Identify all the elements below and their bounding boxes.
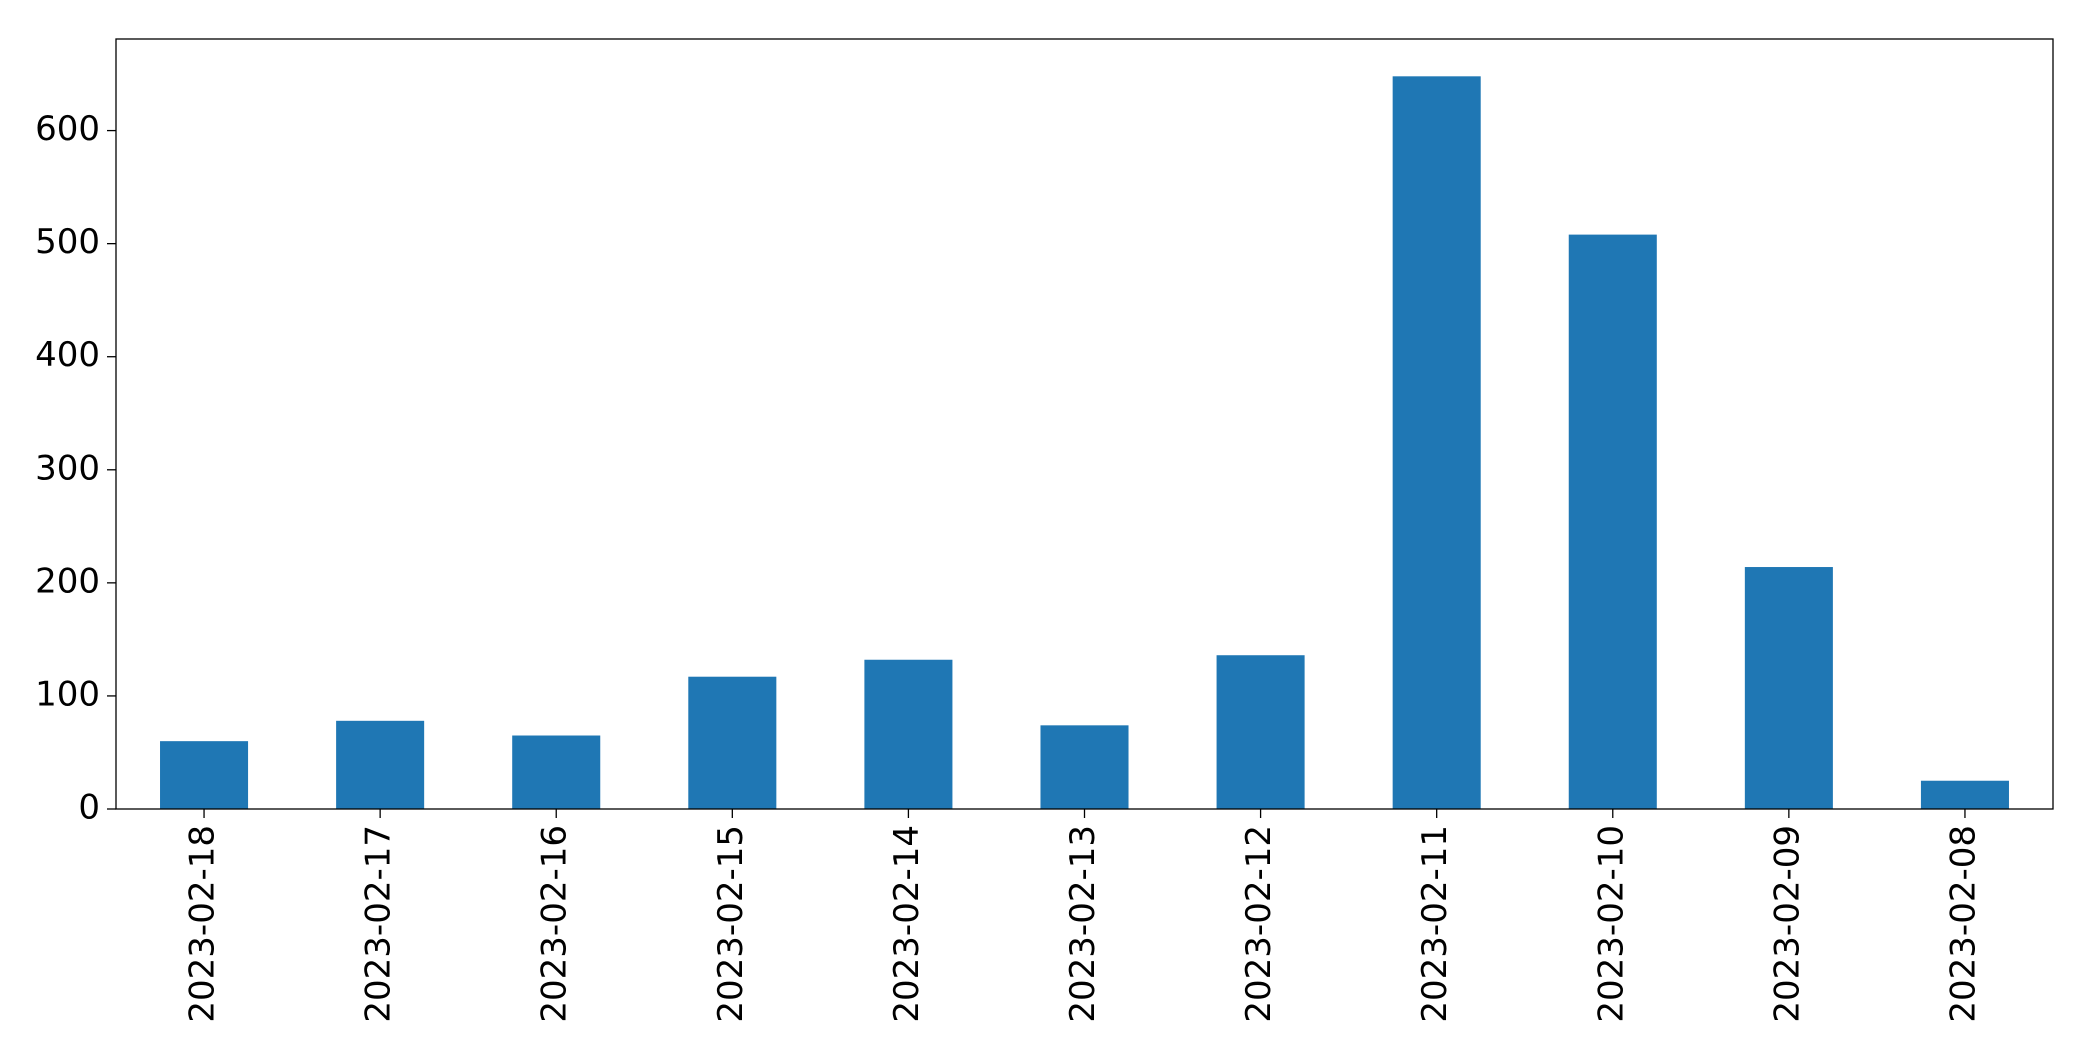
x-tick-label: 2023-02-17 (359, 825, 399, 1023)
y-tick-label: 400 (35, 335, 100, 375)
bar (512, 735, 601, 809)
x-tick-label: 2023-02-10 (1591, 825, 1631, 1023)
bar (1568, 234, 1657, 810)
bar (1216, 655, 1305, 809)
x-tick-label: 2023-02-11 (1415, 825, 1455, 1023)
plot-frame (115, 38, 2054, 810)
bar (864, 659, 953, 809)
y-tick-label: 100 (35, 674, 100, 714)
bar (1920, 780, 2009, 809)
x-tick-label: 2023-02-14 (887, 825, 927, 1023)
x-tick-label: 2023-02-09 (1767, 825, 1807, 1023)
y-tick-label: 300 (35, 448, 100, 488)
bar (160, 741, 249, 809)
x-tick-label: 2023-02-08 (1943, 825, 1983, 1023)
bar (1744, 567, 1833, 809)
x-tick-label: 2023-02-12 (1239, 825, 1279, 1023)
x-tick-label: 2023-02-13 (1063, 825, 1103, 1023)
y-tick-label: 600 (35, 109, 100, 149)
x-tick-label: 2023-02-16 (535, 825, 575, 1023)
bar (1040, 725, 1129, 809)
y-tick-label: 200 (35, 561, 100, 601)
y-tick-label: 500 (35, 222, 100, 262)
x-tick-label: 2023-02-15 (711, 825, 751, 1023)
bar (336, 720, 425, 809)
y-tick-label: 0 (78, 788, 100, 828)
x-tick-label: 2023-02-18 (183, 825, 223, 1023)
bar (688, 676, 777, 809)
bar (1392, 76, 1481, 810)
